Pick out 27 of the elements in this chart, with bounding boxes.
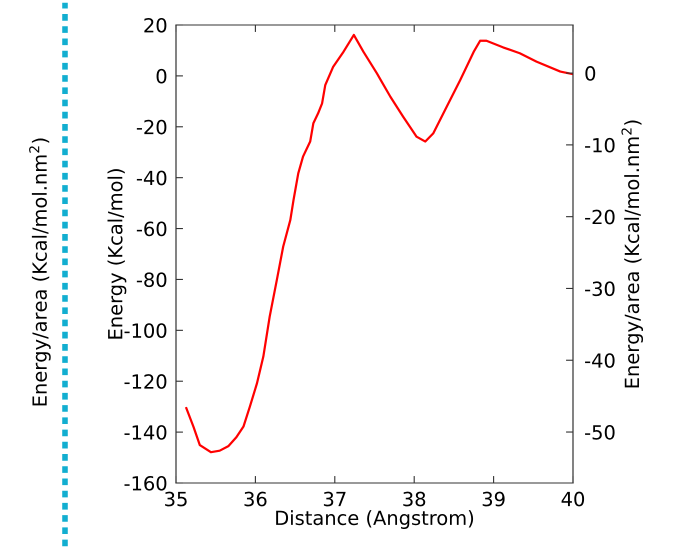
y-tick-label: -140 (124, 425, 166, 440)
x-axis-title: Distance (Angstrom) (276, 510, 474, 529)
y2-tick-label: -10 (585, 138, 615, 153)
x-tick-label: 40 (562, 492, 584, 506)
x-tick-label: 39 (482, 492, 505, 506)
y-axis-title: Energy (Kcal/mol) (107, 169, 126, 339)
x-tick-label: 36 (244, 492, 267, 506)
y-tick-label: -100 (124, 323, 166, 338)
y2-tick-label: -20 (585, 210, 615, 224)
y-tick-label: -80 (136, 272, 166, 288)
text: Energy/area (Kcal/mol.nm$^{2}$) (29, 138, 51, 406)
y2-axis-title: Energy/area (Kcal/mol.nm$^{2}$) (621, 120, 644, 388)
y2-tick-label: -30 (585, 281, 615, 296)
y-tick-label: -60 (136, 222, 166, 236)
x-tick-label: 37 (324, 492, 346, 506)
y2-tick-label: -40 (585, 353, 615, 368)
y2-tick-label: 0 (585, 66, 596, 81)
line-series (185, 34, 573, 454)
y-tick-label: -20 (136, 120, 166, 134)
y-tick-label: 0 (156, 68, 166, 84)
y-tick-label: 20 (144, 18, 166, 33)
x-tick-label: 38 (403, 492, 426, 506)
y-tick-label: -160 (124, 476, 166, 491)
y-tick-label: -120 (124, 374, 166, 389)
x-tick-label: 35 (165, 492, 187, 506)
y-tick-label: -40 (136, 170, 166, 186)
y2-tick-label: -50 (585, 424, 615, 440)
